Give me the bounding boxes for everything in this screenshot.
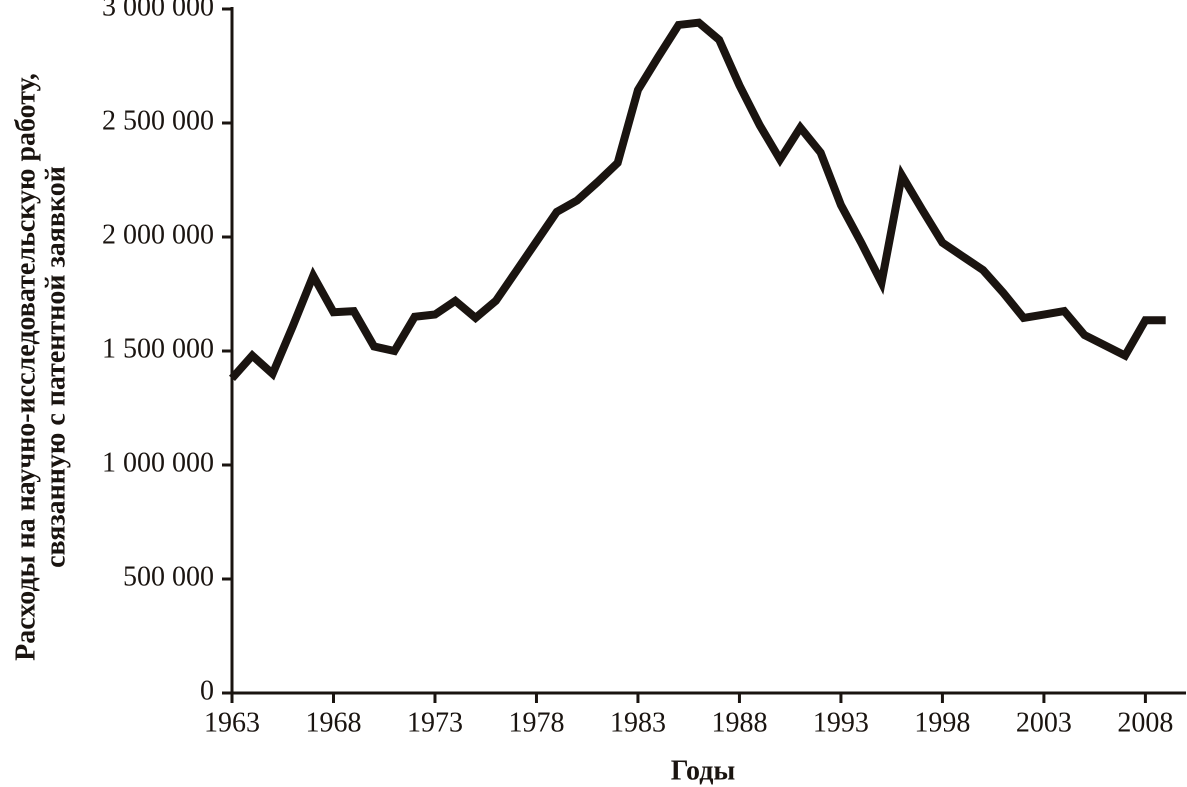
y-tick-label: 0 — [200, 675, 214, 706]
y-tick-label: 500 000 — [123, 561, 214, 592]
x-tick-label: 2008 — [1117, 707, 1173, 738]
x-tick-label: 1973 — [407, 707, 463, 738]
x-tick-label: 1993 — [813, 707, 869, 738]
x-tick-label: 1978 — [508, 707, 564, 738]
y-axis-title: Расходы на научно-исследовательскую рабо… — [10, 73, 71, 661]
y-axis-title-line: связанную с патентной заявкой — [40, 166, 71, 568]
x-tick-label: 1968 — [305, 707, 361, 738]
y-tick-label: 2 000 000 — [102, 219, 214, 250]
y-tick-label: 1 500 000 — [102, 333, 214, 364]
y-tick-label: 3 000 000 — [102, 0, 214, 22]
x-tick-label: 1983 — [610, 707, 666, 738]
y-tick-label: 1 000 000 — [102, 447, 214, 478]
y-tick-label: 2 500 000 — [102, 105, 214, 136]
x-tick-label: 1963 — [204, 707, 260, 738]
x-tick-label: 1988 — [711, 707, 767, 738]
x-tick-label: 2003 — [1016, 707, 1072, 738]
data-line — [229, 18, 1166, 382]
x-tick-label: 1998 — [914, 707, 970, 738]
x-axis-title: Годы — [671, 755, 736, 786]
y-axis-title-line: Расходы на научно-исследовательскую рабо… — [10, 73, 41, 661]
